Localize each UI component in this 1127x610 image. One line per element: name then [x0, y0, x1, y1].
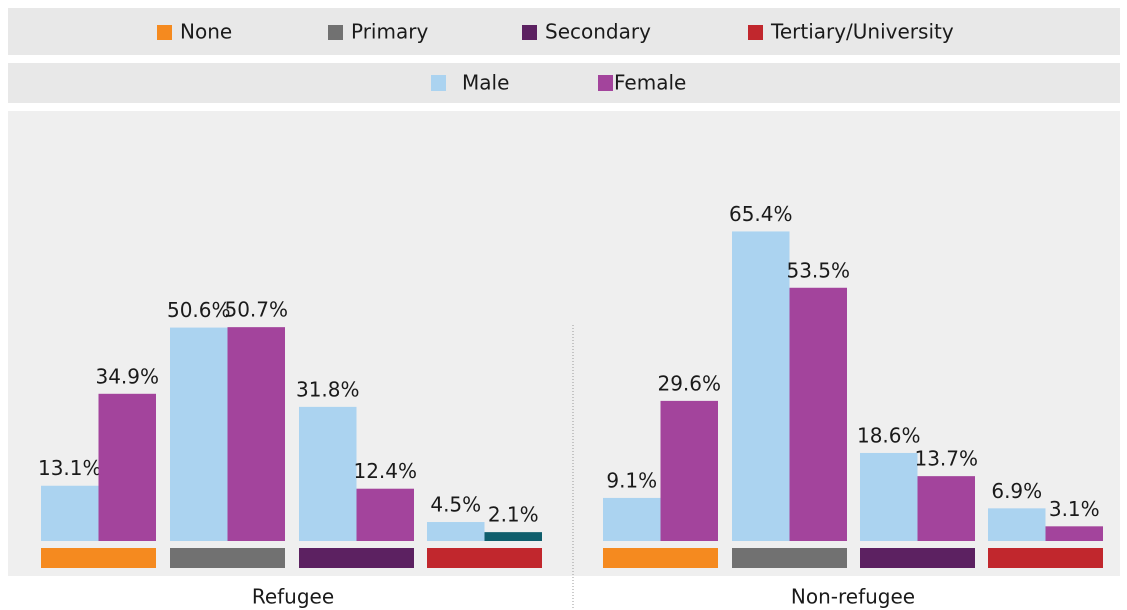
legend-swatch [431, 75, 446, 91]
bar [917, 476, 975, 541]
category-strip [427, 548, 542, 568]
value-label: 34.9% [95, 364, 159, 388]
category-strip [988, 548, 1103, 568]
bar [170, 327, 228, 541]
value-label: 13.1% [38, 456, 102, 480]
legend-label: Tertiary/University [770, 20, 954, 44]
legend-label: Male [462, 71, 509, 95]
bar [789, 287, 847, 541]
legend-swatch [328, 25, 343, 40]
legend-swatch [522, 25, 537, 40]
category-strip [732, 548, 847, 568]
bar [356, 488, 414, 541]
bar [98, 393, 156, 541]
value-label: 13.7% [914, 447, 978, 471]
bar [41, 485, 99, 541]
bar [1045, 526, 1103, 541]
bar [427, 522, 485, 541]
category-strip [860, 548, 975, 568]
bar [660, 400, 718, 541]
legend-label: Secondary [545, 20, 651, 44]
legend-swatch [157, 25, 172, 40]
value-label: 6.9% [991, 479, 1042, 503]
category-strip [299, 548, 414, 568]
value-label: 12.4% [353, 459, 417, 483]
value-label: 50.6% [167, 298, 231, 322]
legend-label: Female [614, 71, 686, 95]
bar [299, 406, 357, 541]
value-label: 9.1% [606, 468, 657, 492]
legend-label: Primary [351, 20, 428, 44]
value-label: 29.6% [657, 371, 721, 395]
bar [227, 327, 285, 541]
legend-box [8, 63, 1120, 103]
value-label: 4.5% [430, 493, 481, 517]
category-strip [170, 548, 285, 568]
value-label: 18.6% [857, 423, 921, 447]
bar [988, 508, 1046, 541]
legend-box [8, 8, 1120, 55]
legend-swatch [748, 25, 763, 40]
bar [484, 532, 542, 541]
legend-label: None [180, 20, 232, 44]
value-label: 65.4% [729, 202, 793, 226]
legend-swatch [598, 75, 613, 91]
category-strip [41, 548, 156, 568]
value-label: 3.1% [1049, 497, 1100, 521]
panel-title: Non-refugee [791, 585, 915, 609]
category-strip [603, 548, 718, 568]
value-label: 53.5% [786, 258, 850, 282]
bar [732, 231, 790, 541]
value-label: 31.8% [296, 377, 360, 401]
bar [603, 497, 661, 541]
panel-title: Refugee [252, 585, 334, 609]
value-label: 50.7% [224, 298, 288, 322]
bar [860, 452, 918, 541]
value-label: 2.1% [488, 503, 539, 527]
